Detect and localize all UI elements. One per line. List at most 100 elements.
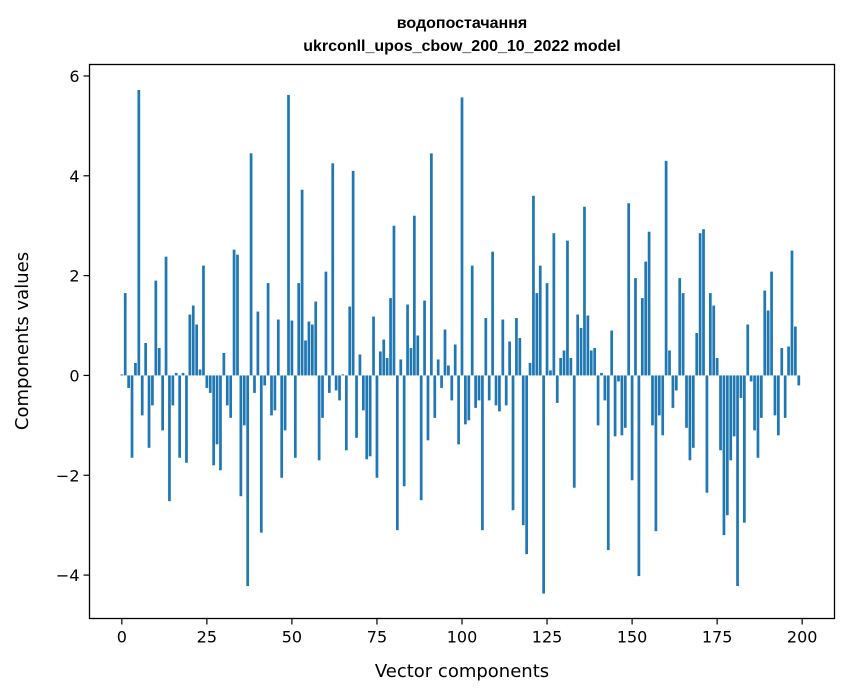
bar-component-168 — [691, 375, 695, 448]
bar-component-165 — [681, 293, 685, 376]
bar-component-38 — [249, 153, 253, 376]
bar-component-96 — [447, 365, 450, 376]
bar-component-132 — [569, 357, 573, 376]
bar-component-28 — [215, 375, 219, 445]
bar-component-139 — [593, 347, 597, 376]
bar-component-14 — [168, 375, 171, 502]
bar-component-120 — [528, 362, 532, 376]
y-axis-label: Components values — [12, 252, 33, 430]
bar-component-43 — [266, 283, 270, 376]
bar-component-127 — [552, 233, 556, 376]
bar-component-0 — [120, 374, 124, 376]
bar-component-6 — [140, 375, 144, 416]
bar-component-91 — [430, 153, 433, 376]
bar-component-186 — [753, 375, 756, 431]
bar-component-30 — [222, 352, 226, 376]
bar-component-56 — [310, 324, 314, 376]
bar-component-143 — [606, 375, 610, 551]
bar-component-113 — [504, 375, 508, 406]
bar-component-78 — [385, 357, 389, 376]
bar-component-149 — [627, 203, 631, 376]
bar-component-126 — [549, 370, 552, 376]
x-tick-label: 125 — [532, 628, 563, 647]
y-tick-label: 6 — [69, 67, 79, 86]
bar-component-44 — [270, 375, 273, 416]
bar-component-87 — [416, 335, 420, 376]
bar-component-53 — [300, 189, 304, 376]
bar-component-24 — [202, 265, 205, 376]
bar-component-193 — [777, 375, 780, 436]
bar-component-156 — [651, 375, 654, 426]
bar-component-15 — [171, 375, 175, 406]
bar-component-72 — [365, 375, 369, 460]
bar-component-158 — [657, 375, 661, 416]
bar-component-157 — [654, 375, 658, 532]
x-tick-label: 25 — [197, 628, 217, 647]
bar-component-80 — [392, 225, 396, 376]
bar-component-116 — [515, 318, 518, 376]
bar-component-189 — [763, 290, 767, 376]
bar-component-33 — [232, 249, 236, 376]
bar-component-32 — [229, 375, 233, 418]
bar-component-64 — [338, 375, 341, 401]
bar-component-83 — [402, 375, 406, 487]
bar-component-22 — [195, 324, 199, 376]
bar-component-107 — [484, 318, 488, 376]
bar-component-166 — [685, 375, 688, 428]
bar-component-173 — [708, 293, 712, 376]
bar-component-1 — [123, 293, 127, 376]
bar-component-101 — [464, 375, 467, 425]
chart-subtitle: ukrconll_upos_cbow_200_10_2022 model — [303, 38, 620, 55]
y-tick-label: 0 — [69, 366, 79, 385]
bar-component-71 — [361, 375, 365, 411]
bar-component-184 — [746, 324, 750, 376]
bar-component-3 — [130, 375, 134, 458]
bar-component-88 — [419, 375, 423, 501]
bar-component-164 — [678, 278, 682, 376]
bar-component-4 — [134, 362, 137, 376]
bar-component-42 — [263, 375, 267, 386]
bar-component-2 — [127, 375, 130, 388]
bar-component-62 — [331, 163, 335, 376]
bar-component-117 — [518, 338, 522, 376]
bar-component-61 — [327, 375, 331, 393]
bar-component-34 — [236, 254, 239, 376]
bar-component-183 — [742, 375, 746, 523]
bar-component-114 — [508, 341, 511, 376]
bar-component-181 — [736, 375, 739, 587]
x-tick-label: 175 — [702, 628, 733, 647]
bar-component-142 — [603, 375, 607, 401]
y-tick-label: −4 — [56, 566, 80, 585]
bar-component-69 — [355, 375, 358, 438]
bars-group — [120, 89, 801, 594]
x-tick-label: 0 — [117, 628, 127, 647]
bar-component-128 — [555, 375, 559, 403]
bar-component-124 — [542, 375, 545, 594]
bar-component-46 — [276, 319, 280, 376]
bar-component-10 — [154, 280, 158, 376]
bar-component-145 — [613, 375, 617, 437]
bar-component-185 — [749, 375, 753, 382]
bar-component-161 — [668, 350, 671, 376]
bar-component-167 — [688, 375, 692, 461]
bar-component-75 — [375, 375, 379, 478]
bar-component-103 — [470, 265, 474, 376]
bar-component-188 — [760, 375, 763, 418]
bar-component-92 — [433, 375, 437, 418]
bar-component-175 — [715, 357, 719, 376]
bar-component-137 — [586, 315, 590, 376]
bar-component-162 — [671, 375, 675, 408]
bar-component-90 — [426, 375, 430, 441]
bar-component-163 — [674, 375, 678, 391]
bar-component-13 — [164, 256, 168, 376]
bar-component-108 — [487, 375, 491, 401]
y-tick-label: −2 — [56, 466, 80, 485]
bar-component-9 — [151, 375, 154, 406]
bar-component-47 — [280, 375, 284, 478]
bar-component-130 — [562, 350, 566, 376]
bar-component-31 — [225, 375, 229, 406]
bar-component-36 — [242, 375, 246, 426]
bar-component-94 — [440, 375, 443, 388]
bar-component-135 — [579, 328, 583, 376]
